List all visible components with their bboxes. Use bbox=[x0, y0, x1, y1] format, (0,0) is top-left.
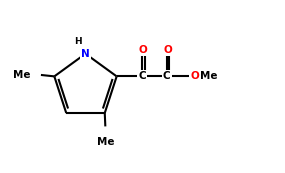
Text: H: H bbox=[75, 37, 82, 46]
Text: O: O bbox=[163, 45, 172, 55]
Text: O: O bbox=[139, 45, 148, 55]
Text: Me: Me bbox=[200, 71, 217, 81]
Text: O: O bbox=[190, 71, 199, 81]
Text: C: C bbox=[163, 71, 170, 81]
Text: Me: Me bbox=[13, 70, 30, 80]
Text: C: C bbox=[139, 71, 146, 81]
Text: Me: Me bbox=[97, 137, 114, 147]
Text: N: N bbox=[81, 49, 90, 59]
